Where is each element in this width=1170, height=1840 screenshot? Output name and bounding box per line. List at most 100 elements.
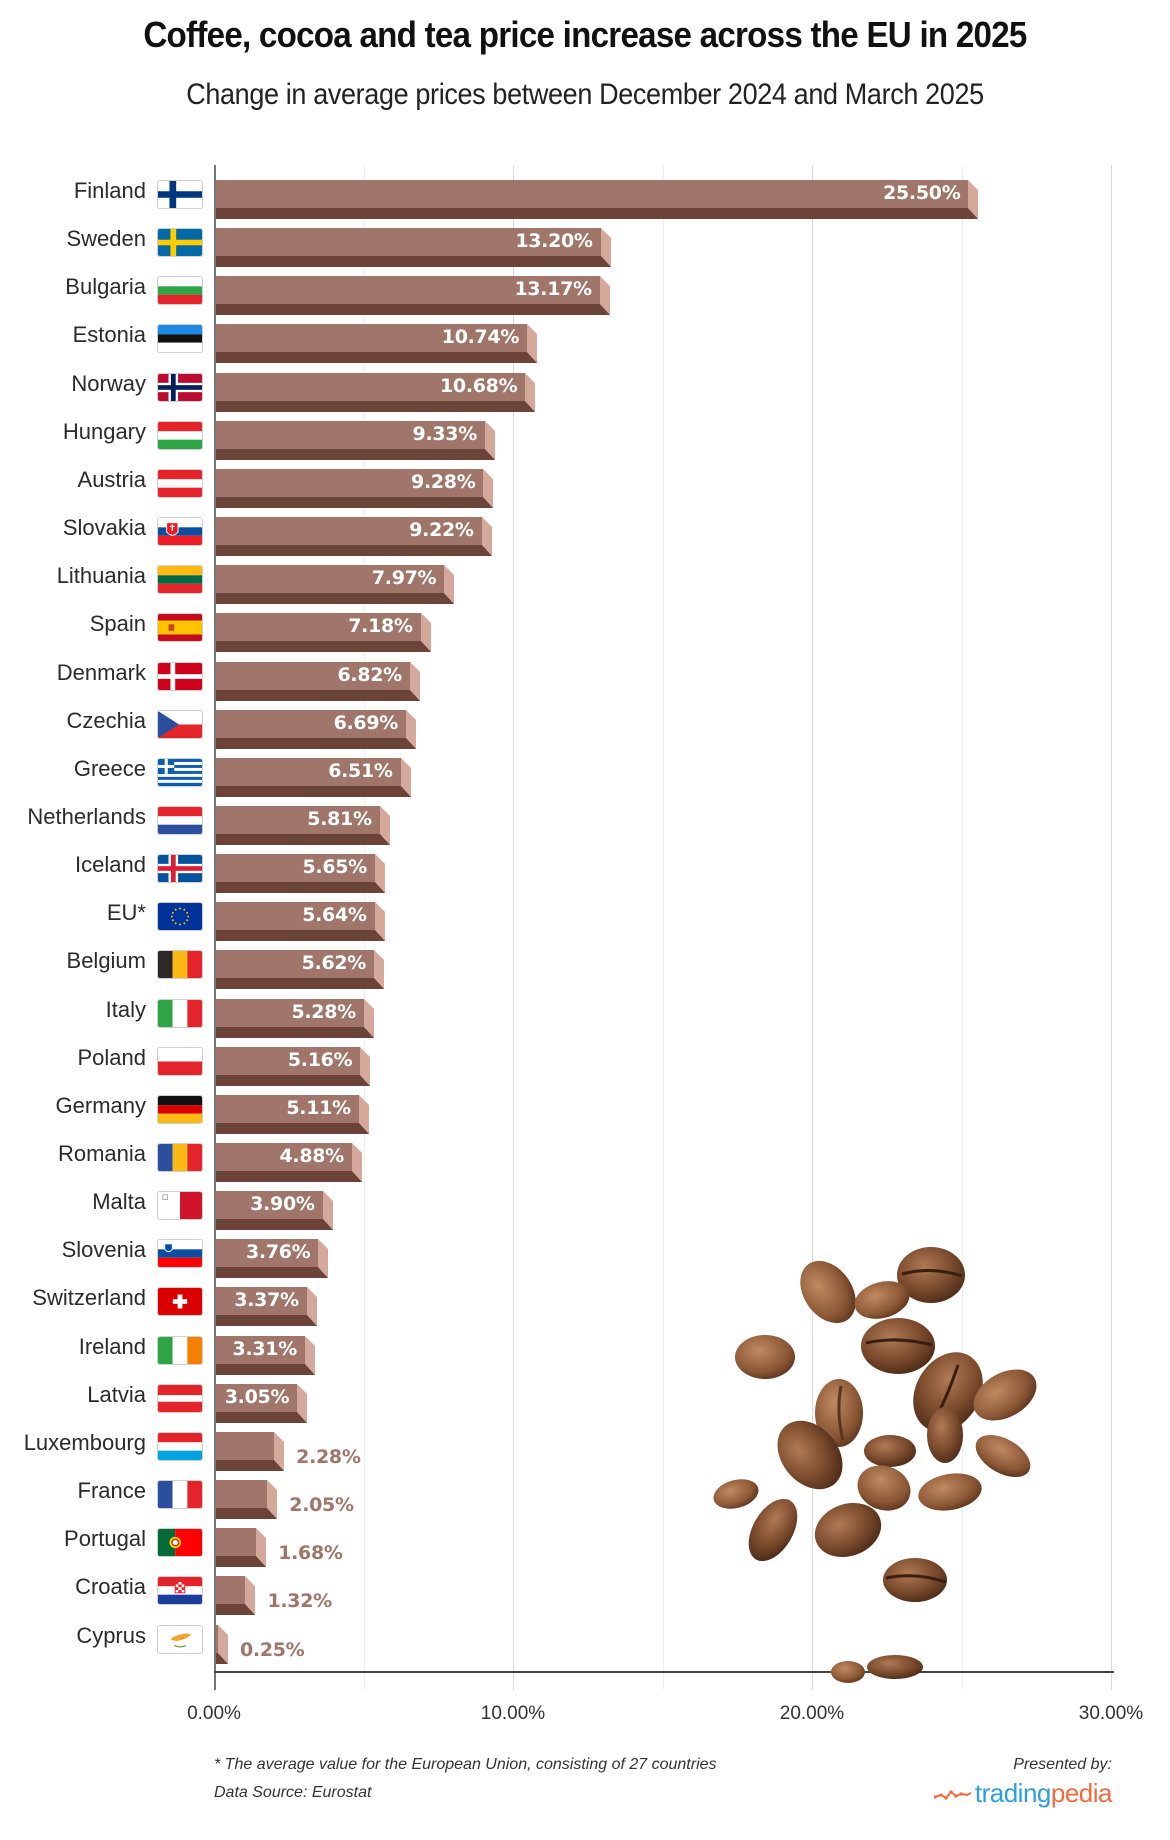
- bar-shadow: [216, 1026, 364, 1038]
- bar-bevel: [406, 709, 417, 749]
- bar-shadow: [216, 689, 410, 701]
- country-label: Portugal: [64, 1526, 146, 1552]
- bar[interactable]: [216, 661, 420, 701]
- bar-face: [216, 1094, 359, 1123]
- country-label: Lithuania: [56, 563, 146, 589]
- x-tick-label: 10.00%: [480, 1703, 546, 1724]
- value-label: 6.51%: [328, 759, 393, 782]
- bar-bevel: [297, 1383, 308, 1423]
- bar-row: Austria 9.28%: [0, 463, 1170, 508]
- bar-row: Denmark 6.82%: [0, 656, 1170, 701]
- bar[interactable]: [216, 276, 610, 316]
- bar[interactable]: [216, 1239, 329, 1279]
- country-label: Netherlands: [27, 803, 146, 829]
- bar[interactable]: [216, 1191, 333, 1231]
- bar-bevel: [360, 1046, 371, 1086]
- bar-face: [216, 709, 407, 738]
- bar[interactable]: [216, 1094, 369, 1134]
- country-label: Latvia: [87, 1381, 146, 1407]
- flag-is-icon: [157, 854, 203, 884]
- data-source: Data Source: Eurostat: [214, 1784, 372, 1801]
- value-label: 5.28%: [291, 1000, 356, 1023]
- bar-shadow: [216, 400, 526, 412]
- bar-row: Luxembourg 2.28%: [0, 1426, 1170, 1471]
- flag-sk-icon: [157, 517, 203, 547]
- bar-bevel: [318, 1239, 329, 1279]
- bar-shadow: [216, 1171, 352, 1182]
- bar-shadow: [216, 1459, 275, 1471]
- bar-row: Norway 10.68%: [0, 367, 1170, 412]
- bar[interactable]: [216, 1480, 278, 1520]
- bar-bevel: [525, 372, 536, 412]
- flag-be-icon: [157, 950, 203, 980]
- country-label: Bulgaria: [65, 274, 146, 300]
- country-label: Czechia: [66, 707, 146, 733]
- bar[interactable]: [216, 1528, 267, 1568]
- value-label: 3.76%: [246, 1241, 311, 1264]
- bar[interactable]: [216, 420, 495, 460]
- bar[interactable]: [216, 372, 536, 412]
- bar-face: [216, 372, 526, 401]
- country-label: France: [77, 1478, 146, 1504]
- value-label: 3.90%: [250, 1193, 315, 1216]
- bar[interactable]: [216, 1576, 256, 1616]
- bar[interactable]: [216, 1335, 315, 1375]
- bar[interactable]: [216, 998, 374, 1038]
- bar-row: Estonia 10.74%: [0, 318, 1170, 364]
- bar-row: Lithuania 7.97%: [0, 559, 1170, 605]
- bar[interactable]: [216, 854, 385, 894]
- bar[interactable]: [216, 709, 417, 749]
- value-label: 6.69%: [333, 711, 399, 734]
- bar-row: EU* 5.64%: [0, 896, 1170, 942]
- bar[interactable]: [216, 1624, 228, 1664]
- flag-dk-icon: [157, 661, 203, 691]
- country-label: Ireland: [78, 1333, 146, 1359]
- flag-eu-icon: [157, 902, 203, 932]
- bar[interactable]: [216, 1431, 285, 1471]
- bar-shadow: [216, 593, 445, 605]
- bar-shadow: [216, 448, 485, 460]
- bar[interactable]: [216, 565, 455, 605]
- bar-face: [216, 468, 484, 497]
- bar[interactable]: [216, 468, 494, 508]
- bar[interactable]: [216, 1383, 308, 1423]
- bar-bevel: [245, 1576, 256, 1616]
- bar[interactable]: [216, 324, 538, 364]
- bar[interactable]: [216, 180, 979, 219]
- bar-face: [216, 1624, 218, 1653]
- value-label: 0.25%: [240, 1638, 305, 1661]
- bar-shadow: [216, 930, 375, 942]
- bar[interactable]: [216, 1143, 362, 1182]
- value-label: 13.17%: [514, 278, 592, 301]
- flag-gr-icon: [157, 757, 203, 787]
- bar-row: Spain 7.18%: [0, 607, 1170, 653]
- bar[interactable]: [216, 1287, 317, 1327]
- bar[interactable]: [216, 950, 385, 990]
- brand-logo[interactable]: trading pedia: [933, 1778, 1113, 1809]
- gridline: [961, 165, 963, 1690]
- bar[interactable]: [216, 517, 492, 557]
- bar-row: Netherlands 5.81%: [0, 800, 1170, 845]
- flag-se-icon: [157, 228, 203, 258]
- country-label: EU*: [106, 900, 146, 926]
- bar[interactable]: [216, 228, 611, 268]
- flag-nl-icon: [157, 805, 203, 835]
- bar[interactable]: [216, 1046, 371, 1086]
- bar-bevel: [444, 565, 455, 605]
- flag-es-icon: [157, 613, 203, 643]
- x-tick-label: 0.00%: [187, 1703, 241, 1724]
- x-axis-line: [214, 1671, 1114, 1673]
- bar-row: Belgium 5.62%: [0, 944, 1170, 990]
- bar-bevel: [527, 324, 538, 364]
- bar-shadow: [216, 1652, 218, 1664]
- flag-pt-icon: [157, 1528, 203, 1558]
- bar[interactable]: [216, 902, 385, 942]
- bar-row: Slovakia 9.22%: [0, 511, 1170, 557]
- bar[interactable]: [216, 805, 390, 845]
- value-label: 7.97%: [371, 567, 437, 590]
- bar[interactable]: [216, 757, 411, 797]
- bar-face: [216, 1143, 352, 1171]
- bar[interactable]: [216, 613, 431, 653]
- value-label: 5.11%: [286, 1096, 351, 1119]
- country-label: Slovakia: [62, 515, 146, 541]
